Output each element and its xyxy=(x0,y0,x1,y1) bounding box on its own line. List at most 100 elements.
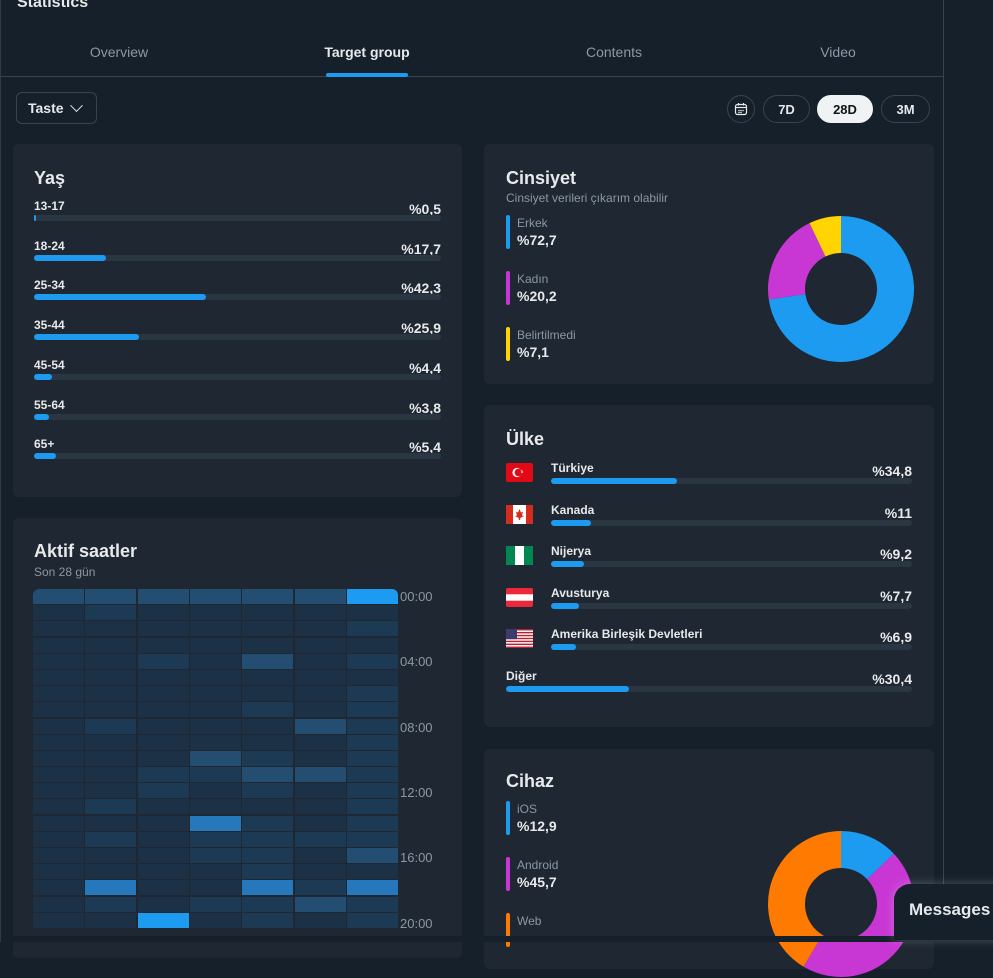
heatmap-row xyxy=(33,637,398,653)
age-bar-row: 45-54 %4,4 xyxy=(34,358,441,384)
age-bar-track xyxy=(34,334,441,341)
age-bar-label: 45-54 xyxy=(34,357,65,372)
gender-legend-item: Kadın %20,2 xyxy=(506,271,557,305)
tab-target-group[interactable]: Target group xyxy=(324,44,410,60)
age-bar-value: %3,8 xyxy=(409,399,441,416)
hour-label: 08:00 xyxy=(400,719,433,735)
heatmap-cell xyxy=(242,815,294,831)
age-bar-fill xyxy=(34,453,56,460)
heatmap-cell xyxy=(189,880,242,896)
heatmap-cell xyxy=(294,912,346,928)
heatmap-row xyxy=(33,653,398,669)
device-legend-label: Web xyxy=(517,914,542,928)
heatmap-row xyxy=(33,734,398,750)
heatmap-cell xyxy=(294,653,346,669)
heatmap-cell xyxy=(242,734,294,750)
heatmap-cell xyxy=(294,896,346,912)
gender-legend-value: %7,1 xyxy=(517,344,549,360)
heatmap-cell xyxy=(346,799,398,815)
range-28d-button[interactable]: 28D xyxy=(817,95,873,123)
heatmap-cell xyxy=(242,799,294,815)
canada-flag-icon xyxy=(506,504,533,524)
country-bar-fill xyxy=(551,561,585,568)
device-legend-swatch xyxy=(506,913,510,947)
device-legend-value: %12,9 xyxy=(517,818,557,834)
country-bar-row: Diğer %30,4 xyxy=(506,669,912,695)
age-bar-label: 35-44 xyxy=(34,318,65,333)
gender-legend-label: Belirtilmedi xyxy=(517,328,576,342)
device-slice xyxy=(841,831,894,880)
heatmap-cell xyxy=(346,831,398,847)
country-bar-value: %34,8 xyxy=(872,463,912,479)
usa-flag-icon xyxy=(506,629,533,649)
country-bar-value: %9,2 xyxy=(880,546,912,563)
heatmap-cell xyxy=(346,605,398,621)
heatmap-cell xyxy=(189,783,242,799)
main-column: Statistics Overview Target group Content… xyxy=(0,0,945,977)
heatmap-row xyxy=(33,896,398,912)
heatmap-cell xyxy=(242,912,294,928)
age-bar-label: 55-64 xyxy=(34,397,65,412)
bottom-edge xyxy=(1,936,945,942)
country-bar-label: Nijerya xyxy=(551,544,592,559)
chevron-down-icon xyxy=(69,98,83,112)
heatmap-cell xyxy=(242,896,294,912)
heatmap-cell xyxy=(137,702,189,718)
heatmap-cell xyxy=(346,880,398,896)
heatmap-cell xyxy=(346,637,398,653)
heatmap-cell xyxy=(33,912,85,928)
country-bar-track xyxy=(506,686,912,692)
heatmap-cell xyxy=(33,864,85,880)
device-card: Cihaz iOS %12,9 Android %45,7 Web xyxy=(484,749,934,977)
heatmap-row xyxy=(33,783,398,799)
heatmap-cell xyxy=(137,669,189,685)
age-bar-row: 55-64 %3,8 xyxy=(34,398,441,424)
tab-contents[interactable]: Contents xyxy=(585,44,643,60)
device-legend-label: iOS xyxy=(517,802,538,816)
tab-overview[interactable]: Overview xyxy=(89,44,149,60)
heatmap-cell xyxy=(189,605,242,621)
heatmap-cell xyxy=(33,896,85,912)
heatmap-cell xyxy=(33,702,85,718)
heatmap-cell xyxy=(294,864,346,880)
tab-video[interactable]: Video xyxy=(820,44,856,60)
heatmap-row xyxy=(33,686,398,702)
heatmap-cell xyxy=(85,815,137,831)
heatmap-cell xyxy=(33,815,85,831)
heatmap-cell xyxy=(242,653,294,669)
range-3m-button[interactable]: 3M xyxy=(881,95,930,123)
heatmap-cell xyxy=(85,605,137,621)
hour-label: 20:00 xyxy=(400,915,433,931)
heatmap-cell xyxy=(33,718,85,734)
country-bar-fill xyxy=(506,686,630,692)
heatmap-cell xyxy=(137,637,189,653)
heatmap-cell xyxy=(85,783,137,799)
heatmap-cell xyxy=(33,831,85,847)
heatmap-cell xyxy=(137,718,189,734)
age-bar-fill xyxy=(34,334,140,341)
gender-card-title: Cinsiyet xyxy=(506,168,577,188)
heatmap-cell xyxy=(85,637,137,653)
heatmap-cell xyxy=(137,686,189,702)
country-bar-track xyxy=(551,478,912,484)
heatmap-cell xyxy=(242,686,294,702)
heatmap-cell xyxy=(85,653,137,669)
heatmap-cell xyxy=(33,750,85,766)
heatmap-cell xyxy=(346,686,398,702)
heatmap-cell xyxy=(294,589,346,604)
gender-legend-swatch xyxy=(506,215,510,249)
heatmap-cell xyxy=(294,831,346,847)
heatmap-cell xyxy=(85,686,137,702)
device-legend-value: %45,7 xyxy=(517,874,557,890)
filter-dropdown[interactable]: Taste xyxy=(16,92,97,124)
country-bar-label: Amerika Birleşik Devletleri xyxy=(551,627,703,642)
range-7d-button[interactable]: 7D xyxy=(763,95,810,123)
heatmap-cell xyxy=(33,767,85,783)
heatmap-cell xyxy=(294,702,346,718)
gender-legend-swatch xyxy=(506,327,510,361)
calendar-button[interactable] xyxy=(727,95,755,123)
device-legend-item: iOS %12,9 xyxy=(506,801,557,835)
country-bar-row: Türkiye %34,8 xyxy=(551,461,912,487)
messages-drawer[interactable]: Messages xyxy=(894,884,993,940)
heatmap-cell xyxy=(242,621,294,637)
